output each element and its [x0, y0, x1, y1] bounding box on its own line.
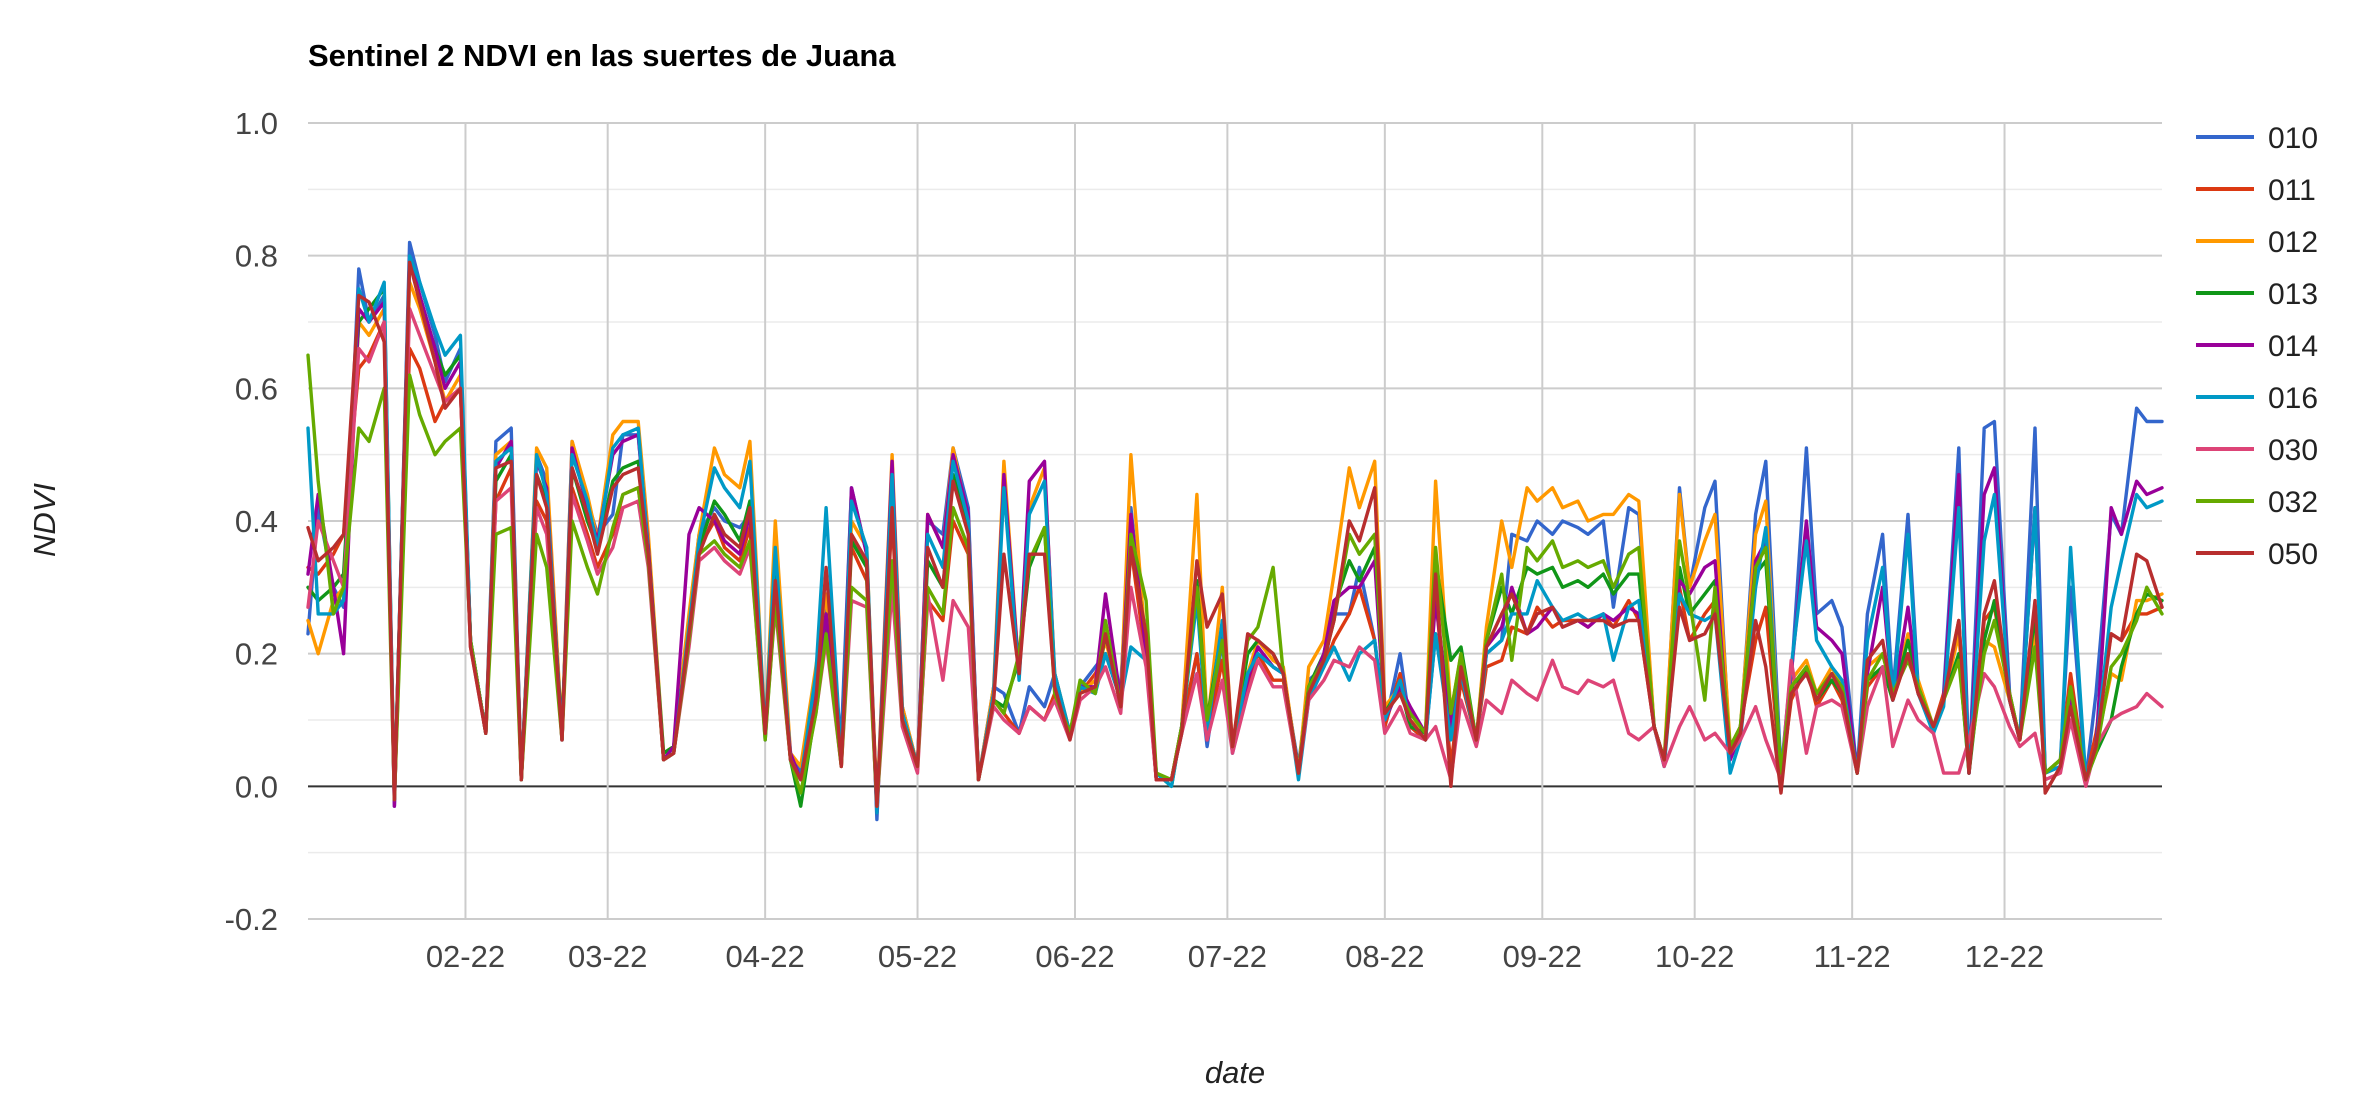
legend-item-030[interactable]: 030	[2196, 434, 2318, 467]
y-tick-label: -0.2	[225, 902, 278, 937]
legend-label: 013	[2268, 278, 2318, 311]
x-axis-tick-labels: 02-22 03-22 04-22 05-22 06-22 07-22 08-22 09-22…	[426, 939, 2044, 974]
y-axis-title: NDVI	[27, 483, 62, 557]
series-line-050	[306, 260, 2164, 808]
x-tick-label: 08-22	[1345, 939, 1424, 974]
x-tick-label: 07-22	[1188, 939, 1267, 974]
legend-item-016[interactable]: 016	[2196, 382, 2318, 415]
legend-label: 016	[2268, 382, 2318, 415]
x-tick-label: 05-22	[878, 939, 957, 974]
x-tick-label: 11-22	[1814, 939, 1891, 974]
legend-item-050[interactable]: 050	[2196, 538, 2318, 571]
legend-item-014[interactable]: 014	[2196, 330, 2318, 363]
y-tick-label: 0.8	[235, 239, 278, 274]
x-tick-label: 06-22	[1035, 939, 1114, 974]
legend-label: 012	[2268, 226, 2318, 259]
x-tick-label: 10-22	[1655, 939, 1734, 974]
y-tick-label: 0.0	[235, 769, 278, 804]
legend-item-011[interactable]: 011	[2196, 174, 2316, 207]
chart-title: Sentinel 2 NDVI en las suertes de Juana	[308, 38, 896, 73]
x-tick-label: 04-22	[726, 939, 805, 974]
y-tick-label: 0.6	[235, 371, 278, 406]
legend-label: 011	[2268, 174, 2316, 207]
x-tick-label: 03-22	[568, 939, 647, 974]
y-tick-label: 0.2	[235, 637, 278, 672]
x-tick-label: 09-22	[1503, 939, 1582, 974]
legend-label: 050	[2268, 538, 2318, 571]
legend-label: 010	[2268, 122, 2318, 155]
y-tick-label: 0.4	[235, 504, 278, 539]
x-tick-label: 12-22	[1965, 939, 2044, 974]
legend-label: 030	[2268, 434, 2318, 467]
y-axis-tick-labels: -0.2 0.0 0.2 0.4 0.6 0.8 1.0	[225, 106, 278, 937]
legend-item-032[interactable]: 032	[2196, 486, 2318, 519]
legend-label: 014	[2268, 330, 2318, 363]
x-tick-label: 02-22	[426, 939, 505, 974]
x-axis-title: date	[1205, 1055, 1265, 1090]
legend[interactable]: 010 011 012 013 014 016 030 032 050	[2196, 122, 2318, 571]
legend-item-010[interactable]: 010	[2196, 122, 2318, 155]
legend-item-012[interactable]: 012	[2196, 226, 2318, 259]
legend-label: 032	[2268, 486, 2318, 519]
series-lines	[306, 240, 2164, 822]
y-tick-label: 1.0	[235, 106, 278, 141]
legend-item-013[interactable]: 013	[2196, 278, 2318, 311]
